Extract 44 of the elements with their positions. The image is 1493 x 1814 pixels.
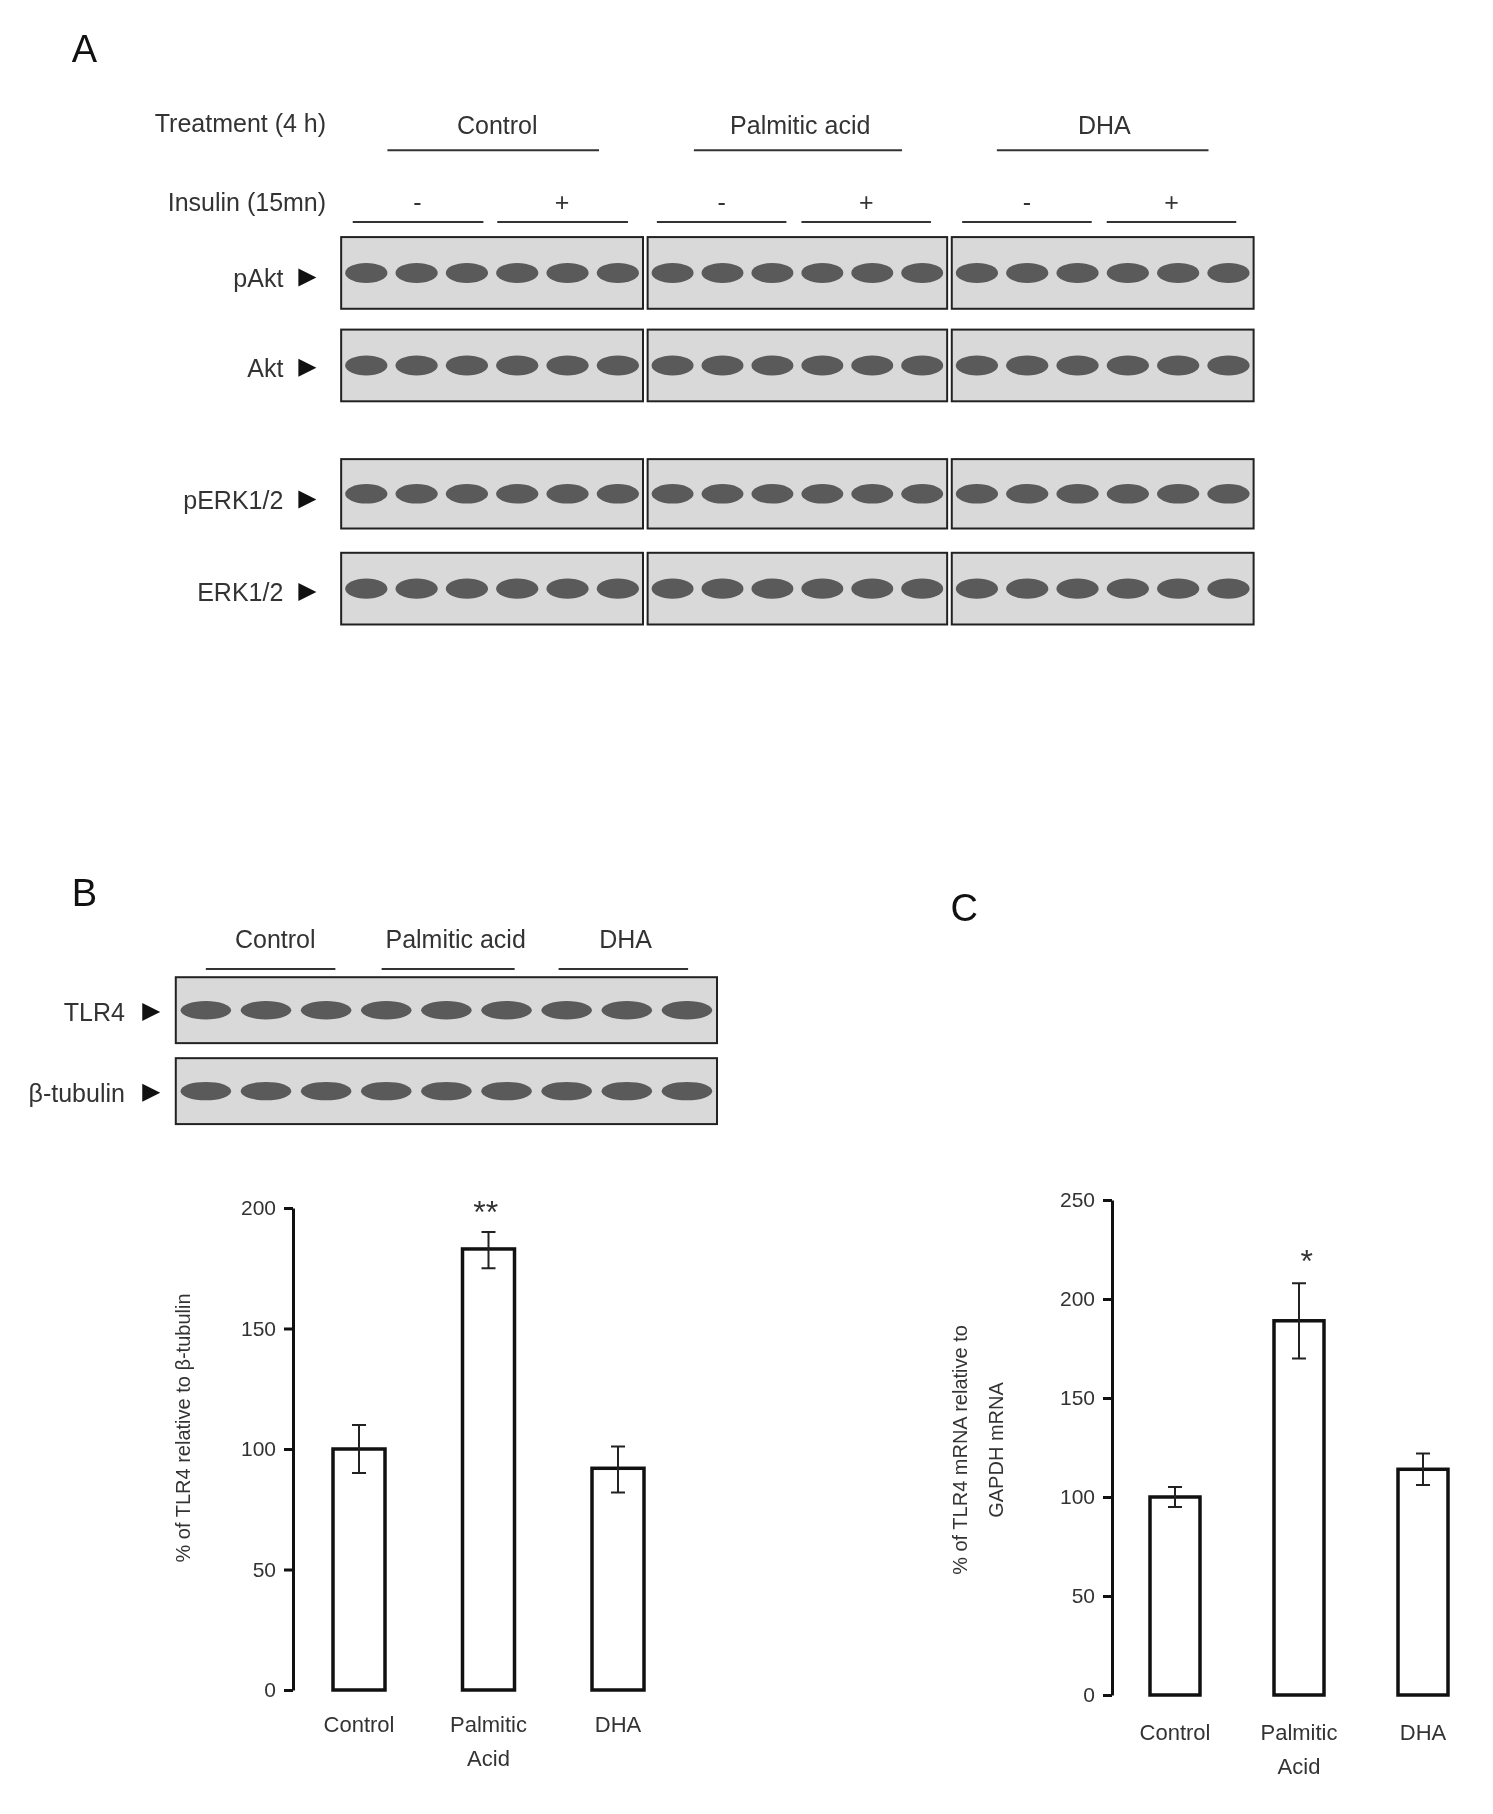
text: DHA	[599, 925, 653, 954]
text: Control	[234, 925, 316, 954]
chart-title: B	[71, 872, 98, 915]
y-tick-label: 0	[264, 1678, 276, 1702]
y-tick-label: 50	[252, 1557, 276, 1581]
text: DHA	[1078, 110, 1132, 139]
text: Insulin (15mn)	[167, 188, 327, 217]
x-tick-label: DHA	[1399, 1720, 1447, 1745]
y-tick-label: 100	[240, 1437, 276, 1461]
y-axis-title: % of TLR4 mRNA relative to GAPDH mRNA	[949, 1325, 1007, 1575]
text: pAkt	[233, 263, 284, 292]
text: -	[717, 188, 726, 217]
x-tick-label: DHA	[594, 1712, 642, 1737]
y-tick-label: 200	[240, 1196, 276, 1220]
text: ERK1/2	[197, 578, 284, 607]
text: Palmitic acid	[730, 110, 871, 139]
annotation: **	[473, 1193, 499, 1230]
y-tick-label: 150	[240, 1316, 276, 1340]
text: Treatment (4 h)	[154, 108, 327, 137]
text: pERK1/2	[183, 485, 284, 514]
y-tick-label: 100	[1059, 1485, 1095, 1509]
text: -	[1022, 188, 1032, 217]
text: Control	[456, 110, 538, 139]
y-tick-label: 150	[1059, 1386, 1095, 1410]
x-tick-label: Palmitic Acid	[1260, 1720, 1338, 1779]
annotation: *	[1300, 1242, 1314, 1279]
y-tick-label: 200	[1059, 1287, 1095, 1311]
y-tick-label: 50	[1071, 1584, 1095, 1608]
text: Palmitic acid	[385, 925, 526, 954]
y-axis-title: % of TLR4 relative to β-tubulin	[172, 1293, 194, 1563]
y-tick-label: 250	[1059, 1188, 1095, 1212]
chart-title: C	[950, 887, 979, 930]
text: A	[71, 27, 98, 70]
text: TLR4	[63, 997, 125, 1026]
x-tick-label: Palmitic Acid	[449, 1712, 528, 1771]
text: +	[858, 188, 874, 217]
y-tick-label: 0	[1083, 1683, 1095, 1707]
text: +	[554, 188, 570, 217]
x-tick-label: Control	[323, 1712, 395, 1737]
text: -	[413, 188, 422, 217]
text: Akt	[247, 353, 284, 382]
text: β-tubulin	[28, 1078, 125, 1107]
x-tick-label: Control	[1139, 1720, 1211, 1745]
text: +	[1164, 188, 1179, 217]
